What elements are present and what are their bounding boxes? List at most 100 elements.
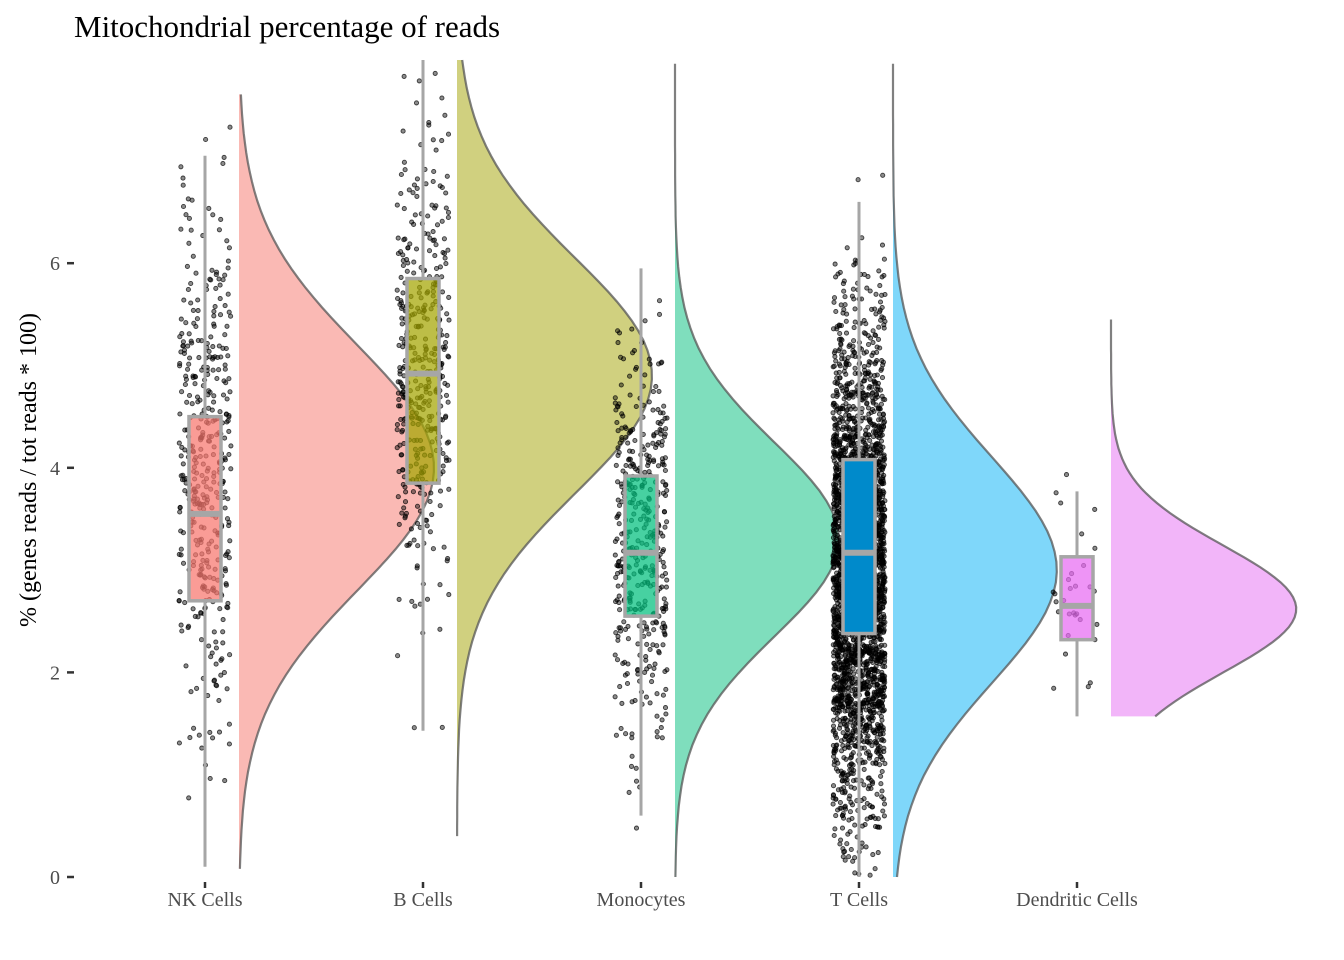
data-point (860, 704, 867, 710)
data-point (867, 288, 873, 294)
data-point (830, 410, 836, 416)
data-point (180, 182, 186, 188)
data-point (835, 604, 841, 611)
data-point (195, 337, 201, 344)
data-point (880, 808, 886, 814)
data-point (660, 642, 666, 648)
data-point (612, 652, 618, 658)
data-point (176, 440, 182, 446)
data-point (1087, 680, 1093, 686)
data-point (222, 505, 228, 511)
data-point (850, 778, 857, 784)
data-point (877, 309, 883, 315)
data-point (617, 607, 623, 613)
data-point (225, 549, 231, 555)
data-point (644, 666, 650, 672)
data-point (881, 424, 887, 430)
data-point (401, 159, 407, 165)
data-point (831, 628, 837, 634)
data-point (865, 733, 871, 739)
data-point (871, 635, 877, 641)
data-point (444, 440, 450, 446)
data-point (851, 349, 857, 355)
data-point (642, 372, 648, 378)
data-point (650, 389, 656, 395)
data-point (870, 340, 876, 346)
data-point (834, 735, 840, 741)
data-point (396, 521, 402, 527)
data-point (633, 364, 639, 370)
data-point (625, 636, 631, 642)
data-point (879, 768, 885, 775)
data-point (832, 555, 838, 561)
data-point (663, 686, 669, 692)
data-point (186, 331, 192, 337)
data-point (880, 466, 886, 472)
data-point (441, 236, 447, 242)
data-point (837, 330, 843, 337)
violin-t-cells (893, 63, 1057, 877)
data-point (430, 137, 436, 143)
data-point (616, 521, 622, 527)
data-point (882, 529, 888, 535)
data-point (867, 872, 873, 878)
data-point (617, 440, 623, 446)
data-point (414, 503, 421, 509)
data-point (850, 343, 856, 349)
data-point (861, 330, 867, 336)
data-point (842, 294, 848, 300)
data-point (413, 246, 420, 252)
data-point (629, 326, 635, 332)
data-point (849, 379, 855, 385)
y-axis-label: % (genes reads / tot reads * 100) (16, 313, 42, 627)
data-point (830, 792, 837, 798)
data-point (624, 680, 631, 687)
data-point (615, 340, 621, 346)
data-point (877, 299, 884, 305)
data-point (834, 681, 840, 687)
data-point (846, 647, 852, 653)
data-point (841, 815, 847, 821)
data-point (210, 735, 216, 741)
data-point (879, 242, 886, 248)
data-point (216, 367, 222, 373)
data-point (662, 705, 669, 711)
data-point (394, 287, 400, 293)
data-point (407, 241, 413, 247)
data-point (649, 672, 656, 678)
data-point (859, 686, 866, 692)
data-point (213, 645, 219, 651)
data-point (865, 392, 872, 398)
data-point (663, 711, 669, 717)
data-point (225, 418, 231, 424)
data-point (207, 276, 213, 282)
data-point (874, 791, 880, 797)
data-point (440, 249, 446, 256)
data-point (394, 202, 400, 208)
data-point (875, 520, 881, 527)
data-point (185, 286, 191, 293)
data-point (831, 541, 838, 547)
data-point (878, 438, 885, 444)
data-point (660, 559, 666, 565)
violin-outline (891, 63, 1058, 878)
x-tick-label: T Cells (830, 889, 888, 911)
data-point (661, 509, 668, 515)
data-point (627, 456, 633, 462)
data-point (402, 499, 409, 505)
data-point (619, 435, 625, 441)
data-point (864, 401, 870, 407)
data-point (632, 437, 638, 444)
data-point (850, 286, 856, 292)
data-point (630, 350, 636, 356)
data-point (430, 229, 436, 235)
data-point (623, 434, 629, 440)
data-point (621, 619, 627, 625)
data-point (873, 332, 879, 339)
data-point (614, 597, 620, 603)
data-point (180, 472, 186, 478)
data-point (872, 866, 878, 872)
data-point (838, 837, 844, 843)
data-point (228, 466, 234, 472)
